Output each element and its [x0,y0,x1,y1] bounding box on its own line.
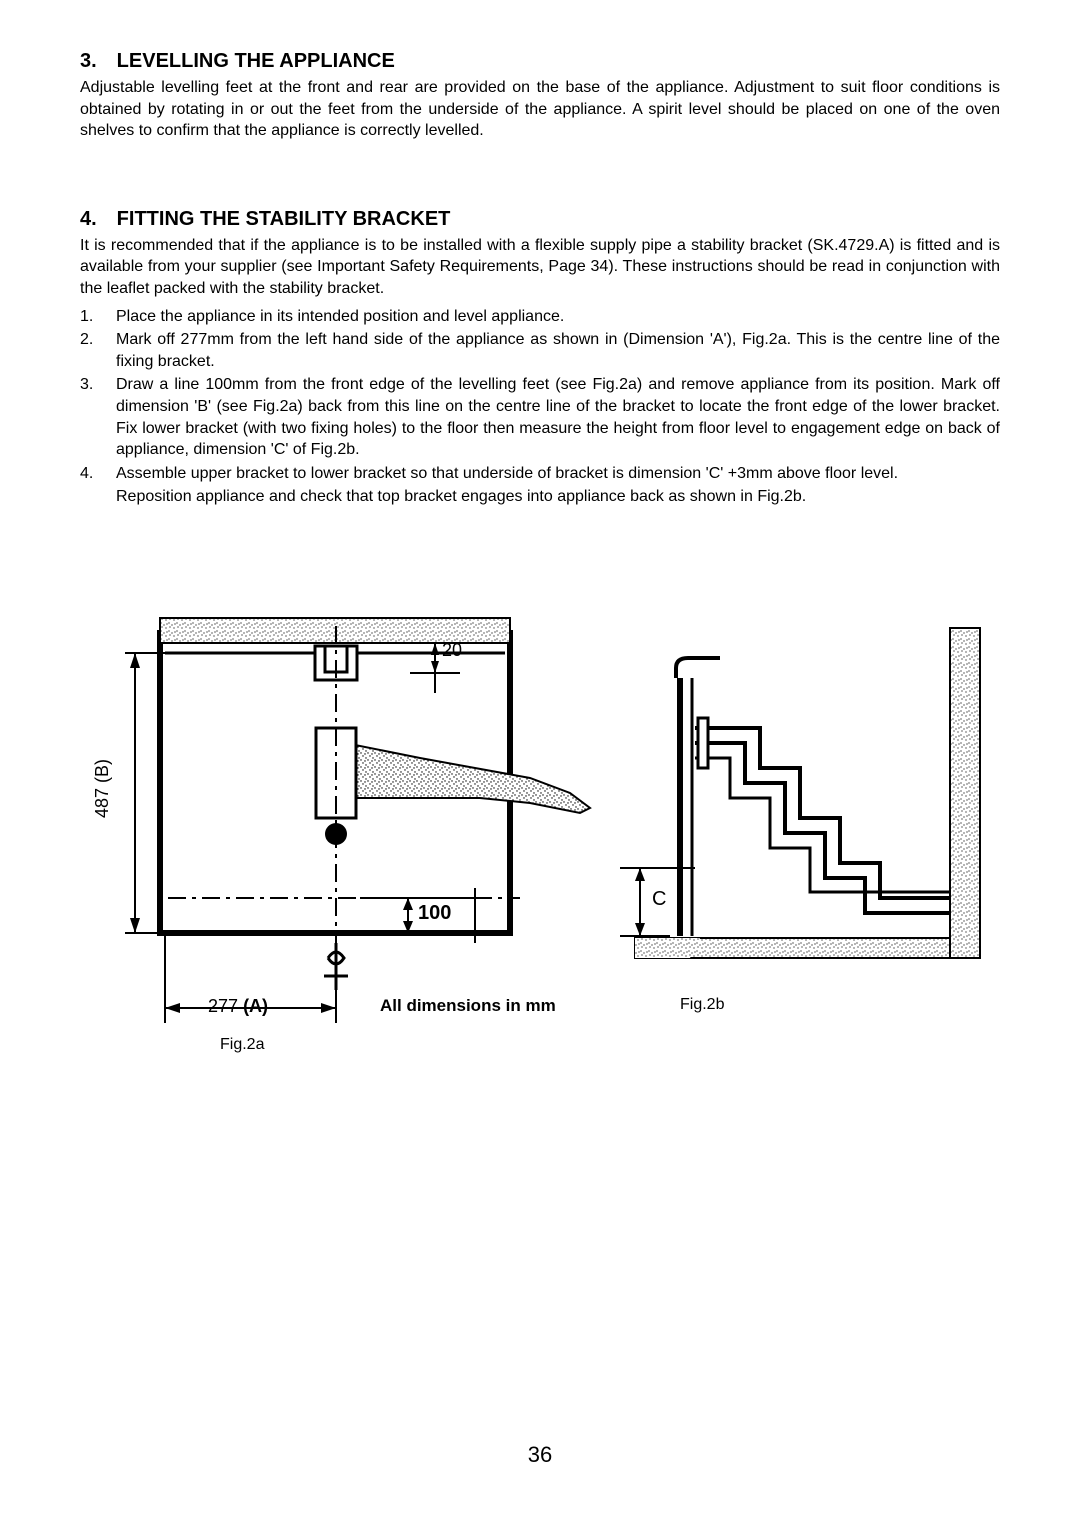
section-3-paragraph: Adjustable levelling feet at the front a… [80,77,1000,142]
label-277-text: 277 [208,996,238,1016]
list-item: 3. Draw a line 100mm from the front edge… [80,374,1000,460]
list-tail: Reposition appliance and check that top … [80,486,1000,508]
list-number: 4. [80,463,116,485]
diagram-svg [80,598,1000,1098]
list-number: 2. [80,329,116,372]
label-100: 100 [418,902,451,925]
label-20: 20 [442,640,462,661]
list-item: 1. Place the appliance in its intended p… [80,306,1000,328]
label-all-dimensions: All dimensions in mm [380,996,556,1016]
fig2b [620,628,980,958]
label-a-bold: (A) [243,996,268,1016]
list-number-blank [80,486,116,508]
section-spacer [80,148,1000,208]
list-text: Assemble upper bracket to lower bracket … [116,463,1000,485]
list-number: 1. [80,306,116,328]
instruction-list: 1. Place the appliance in its intended p… [80,306,1000,485]
section-4-intro: It is recommended that if the appliance … [80,235,1000,300]
center-foot [316,728,590,845]
list-text: Draw a line 100mm from the front edge of… [116,374,1000,460]
centerline-symbol [324,943,348,990]
list-text: Place the appliance in its intended posi… [116,306,1000,328]
list-tail-text: Reposition appliance and check that top … [116,486,1000,508]
fig2a-appliance [125,618,590,1023]
section-3-heading: 3. LEVELLING THE APPLIANCE [80,50,1000,73]
label-487b-text: 487 (B) [92,759,112,818]
section-4-heading: 4. FITTING THE STABILITY BRACKET [80,208,1000,231]
list-item: 2. Mark off 277mm from the left hand sid… [80,329,1000,372]
list-text: Mark off 277mm from the left hand side o… [116,329,1000,372]
label-c: C [652,888,666,911]
label-fig2a: Fig.2a [220,1036,264,1054]
list-item: 4. Assemble upper bracket to lower brack… [80,463,1000,485]
label-fig2b: Fig.2b [680,996,724,1014]
list-number: 3. [80,374,116,460]
page-number: 36 [528,1442,552,1468]
bracket-profile [695,718,950,913]
label-277a: 277 (A) [208,996,268,1017]
label-487b: 487 (B) [92,759,113,818]
diagram-container: 20 487 (B) 100 C 277 (A) All dimensions … [80,598,1000,1098]
